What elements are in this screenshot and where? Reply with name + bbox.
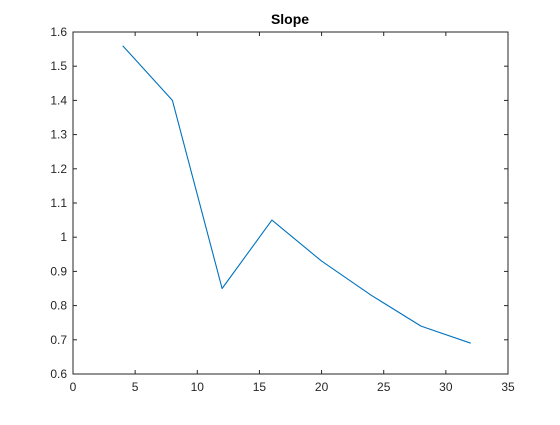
y-tick-label: 0.6	[50, 367, 67, 381]
y-tick-label: 1.2	[50, 162, 67, 176]
x-tick-label: 20	[315, 380, 329, 394]
y-tick-label: 0.9	[50, 264, 67, 278]
x-tick-label: 0	[70, 380, 77, 394]
y-tick-label: 1	[60, 230, 67, 244]
x-tick-label: 25	[377, 380, 391, 394]
y-tick-label: 1.6	[50, 25, 67, 39]
y-tick-label: 1.1	[50, 196, 67, 210]
plot-area-box	[72, 31, 509, 375]
x-tick-label: 5	[132, 380, 139, 394]
y-tick-label: 1.4	[50, 93, 67, 107]
series-line	[122, 45, 471, 344]
x-tick-label: 15	[253, 380, 267, 394]
y-tick-label: 0.8	[50, 299, 67, 313]
chart-title: Slope	[271, 11, 309, 27]
x-tick-label: 30	[439, 380, 453, 394]
x-tick-label: 35	[501, 380, 515, 394]
y-tick-label: 1.3	[50, 128, 67, 142]
x-tick-label: 10	[191, 380, 205, 394]
y-tick-label: 0.7	[50, 333, 67, 347]
y-tick-label: 1.5	[50, 59, 67, 73]
